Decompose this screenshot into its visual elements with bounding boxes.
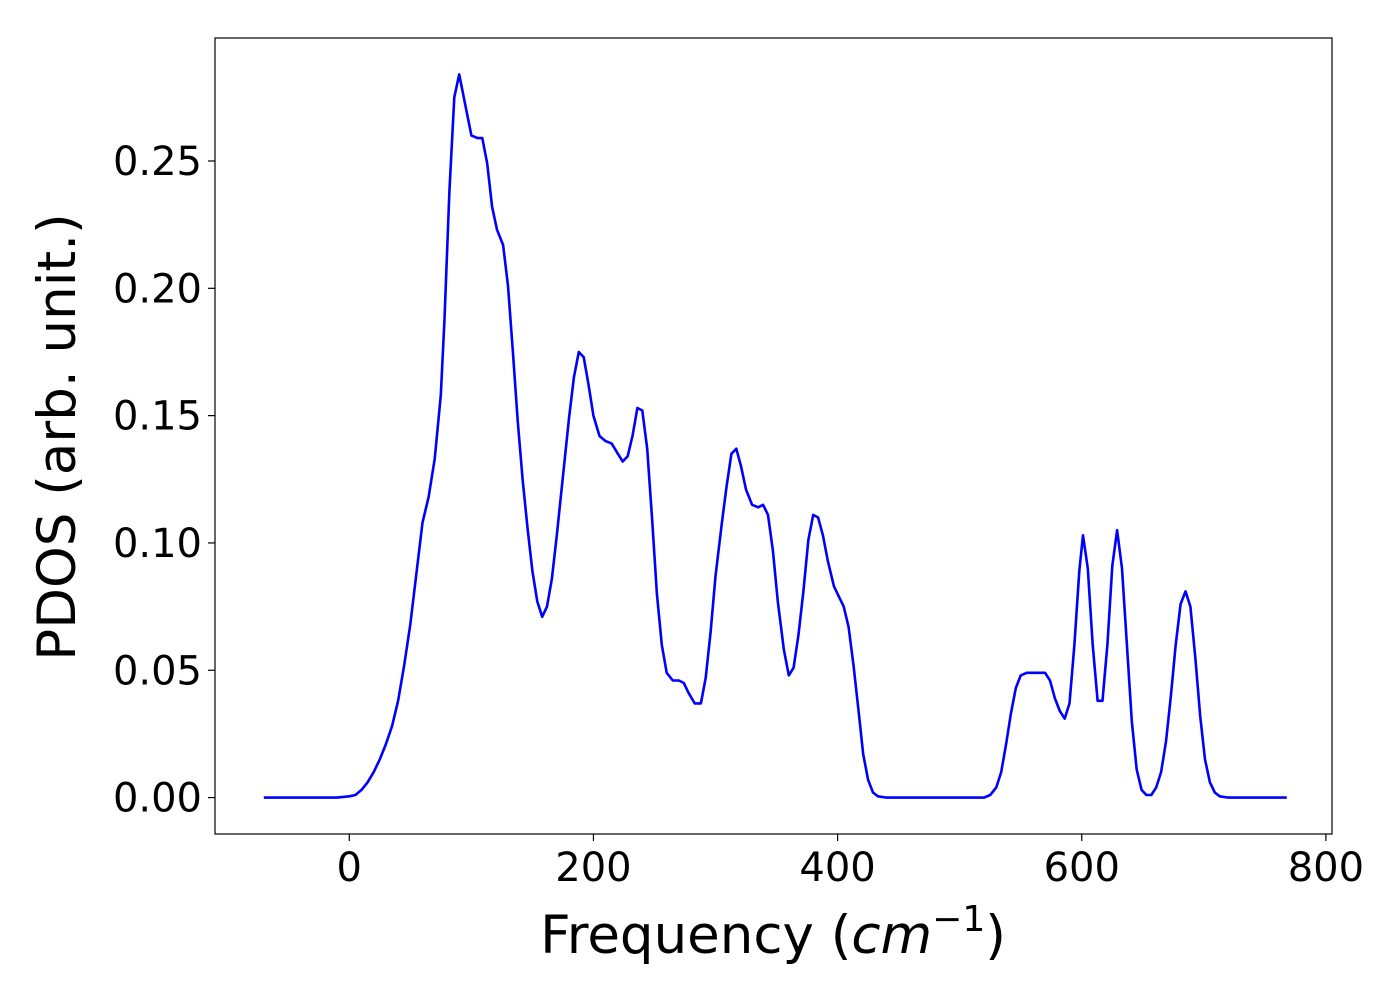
y-tick-label: 0.25 <box>113 139 202 185</box>
x-tick-label: 400 <box>799 845 875 891</box>
y-tick-label: 0.15 <box>113 394 202 440</box>
x-tick-label: 800 <box>1288 845 1364 891</box>
y-tick-label: 0.10 <box>113 521 202 567</box>
y-tick-label: 0.05 <box>113 648 202 694</box>
plot-frame <box>214 37 1333 835</box>
x-tick-label: 600 <box>1044 845 1120 891</box>
x-tick-label: 0 <box>337 845 362 891</box>
y-tick-label: 0.20 <box>113 266 202 312</box>
series-group <box>263 73 1287 799</box>
pdos-series-line <box>263 73 1287 799</box>
y-axis-label: PDOS (arb. unit.) <box>27 213 88 660</box>
x-axis-ticks: 0 200 400 600 800 <box>337 834 1364 891</box>
x-axis-label: Frequency (cm−1) <box>540 899 1006 966</box>
x-tick-label: 200 <box>555 845 631 891</box>
y-axis-ticks: 0.00 0.05 0.10 0.15 0.20 0.25 <box>113 139 215 822</box>
y-tick-label: 0.00 <box>113 776 202 822</box>
